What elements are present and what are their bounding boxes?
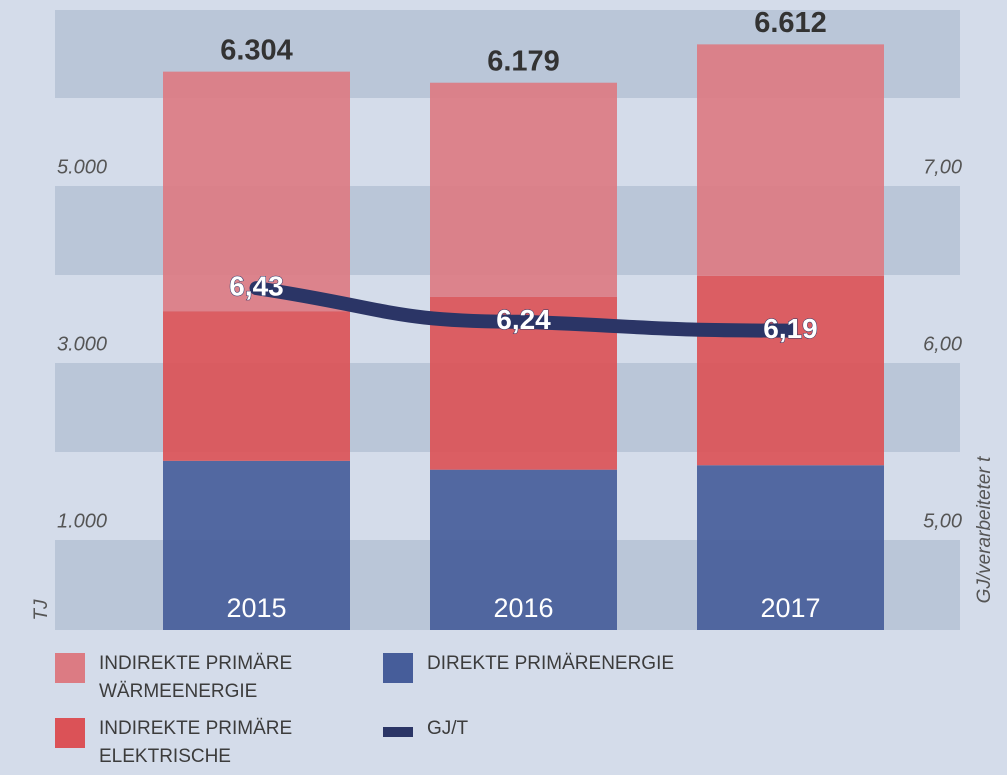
category-label: 2017 (760, 593, 820, 623)
y2-tick-label: 5,00 (923, 511, 962, 533)
legend-swatch (55, 718, 85, 748)
legend-label: DIREKTE PRIMÄRENERGIE (427, 653, 675, 674)
legend-item: DIREKTE PRIMÄRENERGIE (383, 650, 727, 683)
y2-axis-label: GJ/verarbeiteter t (974, 456, 995, 603)
legend-swatch (383, 727, 413, 737)
category-label: 2016 (493, 593, 553, 623)
y-tick-label: 3.000 (57, 334, 107, 356)
y2-tick-label: 6,00 (923, 334, 962, 356)
legend-item: INDIREKTE PRIMÄRE WÄRMEENERGIE (55, 650, 314, 706)
chart: TJ GJ/verarbeiteter t 1.000 3.000 5.000 5,0… (31, 7, 995, 630)
total-label: 6.179 (487, 45, 560, 77)
y2-tick-label: 7,00 (923, 156, 962, 178)
legend-item: GJ/T (383, 715, 727, 743)
y-axis-label: TJ (31, 599, 52, 621)
legend-label: GJ/T (427, 718, 469, 739)
bar-segment (430, 469, 617, 630)
total-label: 6.612 (754, 7, 827, 39)
data-label: 6,19 (763, 313, 818, 344)
legend-swatch (383, 653, 413, 683)
bar-segment (163, 71, 350, 312)
legend-label: INDIREKTE PRIMÄRE WÄRMEENERGIE (99, 653, 293, 702)
legend-swatch (55, 653, 85, 683)
y-tick-label: 1.000 (57, 511, 107, 533)
legend-label: INDIREKTE PRIMÄRE ELEKTRISCHE ENERGIE (99, 718, 293, 775)
line (249, 281, 798, 338)
bar-segment (697, 465, 884, 630)
bar-segment (430, 82, 617, 297)
bar-segment (697, 275, 884, 466)
bar-segment (163, 311, 350, 461)
y-tick-label: 5.000 (57, 156, 107, 178)
category-label: 2015 (226, 593, 286, 623)
total-label: 6.304 (220, 34, 293, 66)
data-label: 6,24 (496, 304, 551, 335)
data-label: 6,43 (229, 271, 284, 302)
legend-item: INDIREKTE PRIMÄRE ELEKTRISCHE ENERGIE (55, 715, 314, 775)
bar-segment (697, 44, 884, 276)
bar-segment (163, 460, 350, 630)
